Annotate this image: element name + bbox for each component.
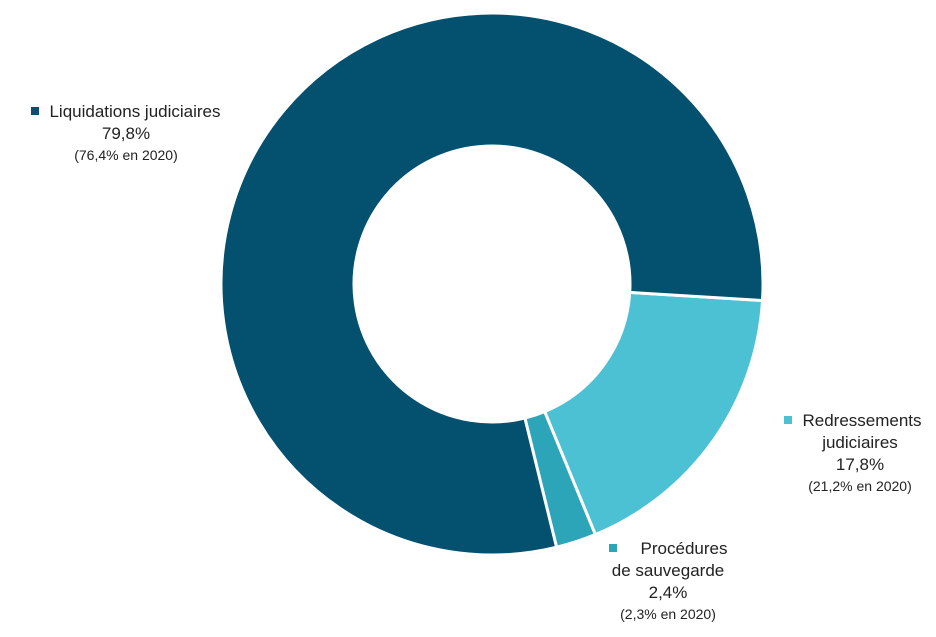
label-sauvegarde-value: 2,4% xyxy=(648,583,688,603)
slice-redressements xyxy=(543,290,764,537)
label-liquidations-text: Liquidations judiciaires xyxy=(49,102,221,121)
label-sauvegarde-prev: (2,3% en 2020) xyxy=(620,605,716,622)
label-redressements-value: 17,8% xyxy=(835,455,885,475)
legend-swatch-sauvegarde xyxy=(608,544,617,552)
legend-swatch-liquidations xyxy=(31,107,40,115)
label-sauvegarde-text-2: de sauvegarde xyxy=(611,561,725,581)
slice-liquidations xyxy=(219,11,765,557)
label-sauvegarde-text-1: Procédures xyxy=(640,539,728,558)
label-sauvegarde-name: Procédures xyxy=(580,538,756,560)
label-redressements-text-1: Redressements xyxy=(802,411,922,430)
label-liquidations-prev: (76,4% en 2020) xyxy=(74,147,178,164)
label-redressements-name: Redressements xyxy=(773,410,933,432)
label-liquidations-name: Liquidations judiciaires xyxy=(8,101,244,123)
legend-swatch-redressements xyxy=(784,416,793,424)
label-redressements-text-2: judiciaires xyxy=(822,433,898,453)
label-liquidations-value: 79,8% xyxy=(101,124,151,144)
label-liquidations: Liquidations judiciaires 79,8% (76,4% en… xyxy=(8,101,244,165)
label-sauvegarde: Procédures de sauvegarde 2,4% (2,3% en 2… xyxy=(580,538,756,624)
donut-slices xyxy=(219,11,765,557)
label-redressements-prev: (21,2% en 2020) xyxy=(808,477,912,494)
label-redressements: Redressements judiciaires 17,8% (21,2% e… xyxy=(773,410,933,496)
